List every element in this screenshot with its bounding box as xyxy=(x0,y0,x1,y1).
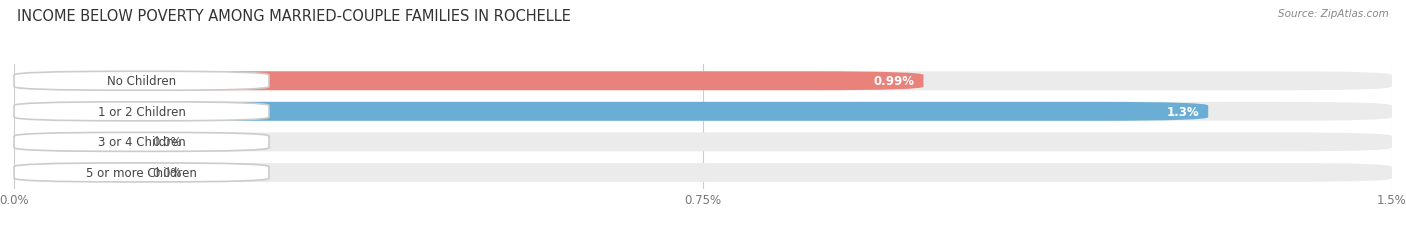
FancyBboxPatch shape xyxy=(14,133,269,152)
FancyBboxPatch shape xyxy=(14,72,269,91)
FancyBboxPatch shape xyxy=(14,133,1392,152)
Text: No Children: No Children xyxy=(107,75,176,88)
Text: Source: ZipAtlas.com: Source: ZipAtlas.com xyxy=(1278,9,1389,19)
FancyBboxPatch shape xyxy=(14,163,269,182)
Text: 5 or more Children: 5 or more Children xyxy=(86,166,197,179)
Text: INCOME BELOW POVERTY AMONG MARRIED-COUPLE FAMILIES IN ROCHELLE: INCOME BELOW POVERTY AMONG MARRIED-COUPL… xyxy=(17,9,571,24)
FancyBboxPatch shape xyxy=(14,102,1392,121)
Text: 1.3%: 1.3% xyxy=(1167,105,1199,118)
FancyBboxPatch shape xyxy=(14,102,1208,121)
FancyBboxPatch shape xyxy=(14,163,1392,182)
Text: 0.0%: 0.0% xyxy=(152,136,181,149)
Text: 1 or 2 Children: 1 or 2 Children xyxy=(97,105,186,118)
FancyBboxPatch shape xyxy=(14,133,138,152)
FancyBboxPatch shape xyxy=(14,102,269,121)
FancyBboxPatch shape xyxy=(14,72,1392,91)
Text: 0.99%: 0.99% xyxy=(873,75,914,88)
FancyBboxPatch shape xyxy=(14,163,138,182)
FancyBboxPatch shape xyxy=(14,72,924,91)
Text: 0.0%: 0.0% xyxy=(152,166,181,179)
Text: 3 or 4 Children: 3 or 4 Children xyxy=(97,136,186,149)
